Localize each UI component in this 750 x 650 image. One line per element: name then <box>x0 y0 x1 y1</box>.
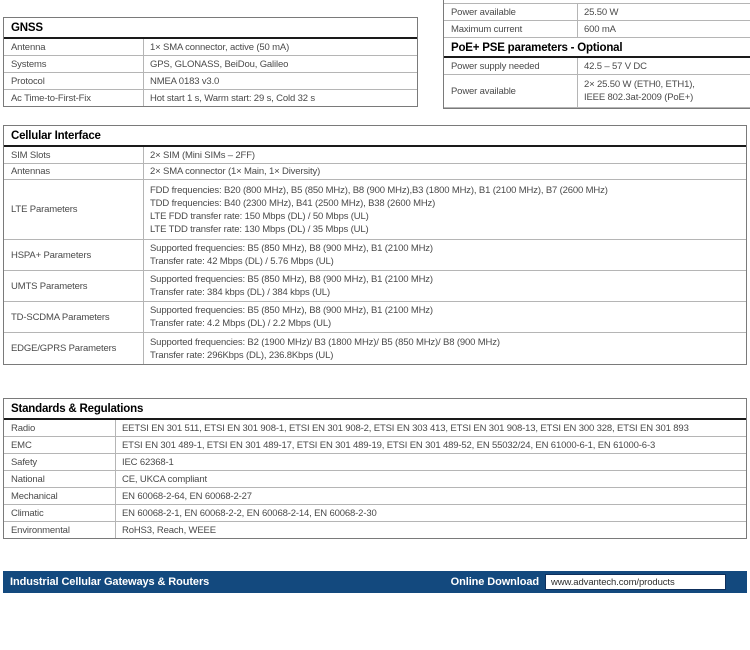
table-row: Systems GPS, GLONASS, BeiDou, Galileo <box>4 56 417 73</box>
table-row: Protocol NMEA 0183 v3.0 <box>4 73 417 90</box>
spec-value: 2× SIM (Mini SIMs – 2FF) <box>150 149 255 161</box>
spec-label: Radio <box>4 420 116 436</box>
spec-value: GPS, GLONASS, BeiDou, Galileo <box>150 58 289 70</box>
table-row: Antennas 2× SMA connector (1× Main, 1× D… <box>4 164 746 180</box>
table-row: Environmental RoHS3, Reach, WEEE <box>4 522 746 538</box>
download-url-box[interactable]: www.advantech.com/products <box>545 574 726 590</box>
table-row: LTE Parameters FDD frequencies: B20 (800… <box>4 180 746 240</box>
spec-label: Systems <box>4 56 144 72</box>
spec-label: UMTS Parameters <box>4 271 144 301</box>
spec-value: 600 mA <box>584 23 616 35</box>
table-row: Climatic EN 60068-2-1, EN 60068-2-2, EN … <box>4 505 746 522</box>
spec-value: Supported frequencies: B5 (850 MHz), B8 … <box>150 305 433 329</box>
spec-label: LTE Parameters <box>4 180 144 239</box>
table-row: Power available 2× 25.50 W (ETH0, ETH1),… <box>444 75 750 108</box>
spec-label: Power available <box>444 4 578 20</box>
spec-value: NMEA 0183 v3.0 <box>150 75 220 87</box>
table-row: Ac Time-to-First-Fix Hot start 1 s, Warm… <box>4 90 417 106</box>
table-row: Antenna 1× SMA connector, active (50 mA) <box>4 39 417 56</box>
spec-value: 1× SMA connector, active (50 mA) <box>150 41 290 53</box>
footer-banner: Industrial Cellular Gateways & Routers O… <box>3 571 747 593</box>
online-download-label: Online Download <box>450 576 539 588</box>
table-row: National CE, UKCA compliant <box>4 471 746 488</box>
spec-label: Mechanical <box>4 488 116 504</box>
table-row: Safety IEC 62368-1 <box>4 454 746 471</box>
spec-label: EDGE/GPRS Parameters <box>4 333 144 364</box>
spec-label: National <box>4 471 116 487</box>
spec-value: Supported frequencies: B5 (850 MHz), B8 … <box>150 274 433 298</box>
spec-value: EN 60068-2-64, EN 60068-2-27 <box>122 490 252 502</box>
spec-value: 42.5 – 57 V DC <box>584 60 647 72</box>
spec-label: HSPA+ Parameters <box>4 240 144 270</box>
table-row: EMC ETSI EN 301 489-1, ETSI EN 301 489-1… <box>4 437 746 454</box>
gnss-section-header: GNSS <box>4 18 417 39</box>
poe-pse-section-header: PoE+ PSE parameters - Optional <box>444 38 750 58</box>
spec-label: Power available <box>444 75 578 107</box>
spec-value: ETSI EN 301 489-1, ETSI EN 301 489-17, E… <box>122 439 656 451</box>
table-row: HSPA+ Parameters Supported frequencies: … <box>4 240 746 271</box>
spec-label: SIM Slots <box>4 147 144 163</box>
spec-label: Ac Time-to-First-Fix <box>4 90 144 106</box>
spec-label: Maximum current <box>444 21 578 37</box>
spec-value: EETSI EN 301 511, ETSI EN 301 908-1, ETS… <box>122 422 689 434</box>
table-row: Radio EETSI EN 301 511, ETSI EN 301 908-… <box>4 420 746 437</box>
spec-label: Antenna <box>4 39 144 55</box>
table-row: EDGE/GPRS Parameters Supported frequenci… <box>4 333 746 364</box>
spec-label: Protocol <box>4 73 144 89</box>
cellular-section-header: Cellular Interface <box>4 126 746 147</box>
spec-label: Safety <box>4 454 116 470</box>
table-row: UMTS Parameters Supported frequencies: B… <box>4 271 746 302</box>
spec-value: IEC 62368-1 <box>122 456 174 468</box>
spec-value: FDD frequencies: B20 (800 MHz), B5 (850 … <box>150 184 608 235</box>
standards-regulations-table: Standards & Regulations Radio EETSI EN 3… <box>3 398 747 539</box>
spec-label: Climatic <box>4 505 116 521</box>
spec-value: 2× SMA connector (1× Main, 1× Diversity) <box>150 166 321 177</box>
table-row: SIM Slots 2× SIM (Mini SIMs – 2FF) <box>4 147 746 164</box>
spec-value: RoHS3, Reach, WEEE <box>122 524 216 536</box>
spec-label: Antennas <box>4 164 144 179</box>
spec-label: Power supply needed <box>444 58 578 74</box>
spec-value: EN 60068-2-1, EN 60068-2-2, EN 60068-2-1… <box>122 507 377 519</box>
spec-label: TD-SCDMA Parameters <box>4 302 144 332</box>
spec-value: 2× 25.50 W (ETH0, ETH1), IEEE 802.3at-20… <box>584 79 695 103</box>
cellular-interface-table: Cellular Interface SIM Slots 2× SIM (Min… <box>3 125 747 365</box>
spec-label: Environmental <box>4 522 116 538</box>
footer-title: Industrial Cellular Gateways & Routers <box>10 576 210 588</box>
spec-value: 25.50 W <box>584 6 619 18</box>
table-row: Mechanical EN 60068-2-64, EN 60068-2-27 <box>4 488 746 505</box>
spec-value: CE, UKCA compliant <box>122 473 207 485</box>
spec-value: Hot start 1 s, Warm start: 29 s, Cold 32… <box>150 92 315 104</box>
spec-value: Supported frequencies: B5 (850 MHz), B8 … <box>150 243 433 267</box>
standards-section-header: Standards & Regulations <box>4 399 746 420</box>
table-row: TD-SCDMA Parameters Supported frequencie… <box>4 302 746 333</box>
table-row: Maximum current 600 mA <box>444 21 750 38</box>
truncated-row <box>444 0 750 4</box>
power-table: Power available 25.50 W Maximum current … <box>443 0 750 109</box>
table-row: Power supply needed 42.5 – 57 V DC <box>444 58 750 75</box>
table-row: Power available 25.50 W <box>444 4 750 21</box>
gnss-table: GNSS Antenna 1× SMA connector, active (5… <box>3 17 418 107</box>
spec-value: Supported frequencies: B2 (1900 MHz)/ B3… <box>150 336 500 361</box>
spec-label: EMC <box>4 437 116 453</box>
